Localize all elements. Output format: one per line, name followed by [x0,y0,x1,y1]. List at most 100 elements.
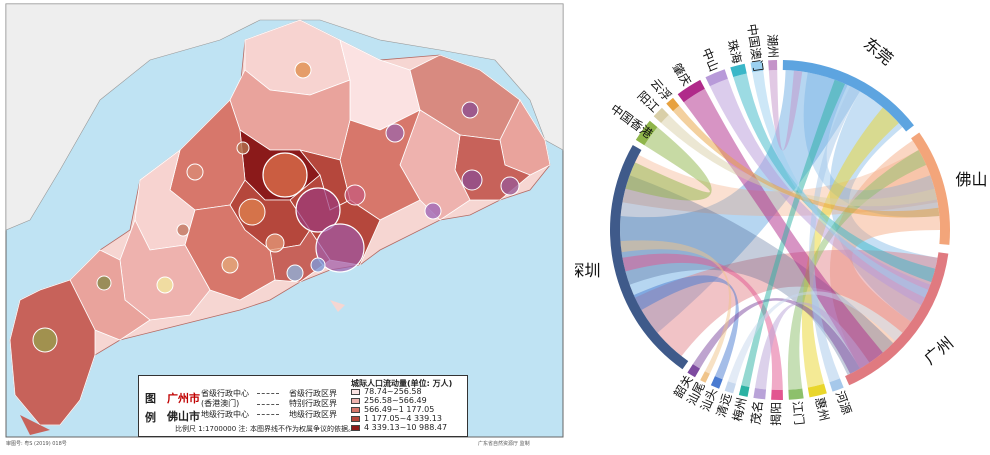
chord-arc [750,60,764,73]
chord-label: 江门 [790,400,807,425]
chord-ribbon [803,72,940,218]
chord-label: 梅州 [729,396,749,423]
chord-arc [635,120,658,146]
chord-ribbon [754,302,870,390]
legend-dash [257,393,279,394]
legend-sar: (香港澳门) [201,399,240,408]
chord-label: 潮州 [765,34,781,59]
chord-ribbon [787,150,927,390]
legend-swatch-3 [351,407,360,413]
chord-panel: 东莞 佛山 广州 河源 惠州 江门 揭阳 茂名 梅州 清远 汕头 汕尾 韶关 深圳 中国香港 阳江 云浮 肇庆 中山… [569,0,990,451]
chord-arc [710,376,723,389]
chord-arc [653,107,669,123]
flow-circle-huizhou [344,184,366,206]
chord-ribbon [768,70,803,151]
chord-arc [807,383,827,398]
chord-diagram: 东莞佛山广州河源惠州江门揭阳茂名梅州清远汕头汕尾韶关深圳中国香港阳江云浮肇庆中山… [569,23,988,426]
legend-class-2: 256.58~566.49 [364,396,427,405]
chord-arc [687,364,700,378]
legend-swatch-1 [351,389,360,395]
legend-li: 例 [145,411,156,424]
legend-swatch-4 [351,416,360,422]
chord-arc [738,385,750,397]
chord-label: 揭阳 [768,402,783,426]
legend-class-1: 78.74~256.58 [364,387,422,396]
chord-label: 肇庆 [669,60,695,88]
flow-circle-qingyuan [236,141,250,155]
island [20,415,50,435]
chord-label: 惠州 [812,396,831,423]
chord-arc [845,252,949,386]
chord-arc [768,60,778,71]
flow-circle-dongguan [295,187,341,233]
chord-arc [666,97,680,112]
chord-ribbon [741,79,846,388]
chord-arc [677,79,705,103]
chord-arc [724,381,736,394]
chord-label: 东莞 [860,34,897,69]
guangdong-map [5,3,564,438]
chord-arc [610,145,689,370]
legend-dash [257,414,279,415]
flow-circle-guangzhou [262,152,308,198]
flow-circle-zhaoqing [186,163,204,181]
chord-arc [911,132,950,245]
legend-dash [257,404,279,405]
legend-swatch-2 [351,398,360,404]
chord-label: 深圳 [575,261,601,280]
map-legend: 图 例 广州市 佛山市 省级行政中心 (香港澳门) 地级行政中心 省级行政区界 … [138,375,468,437]
chord-arc [771,389,783,401]
chord-ribbons [620,70,940,390]
legend-prov-center: 省级行政中心 [201,389,249,398]
flow-circle-zhuhai [286,264,304,282]
flow-circle-foshan [238,198,266,226]
flow-circle-zhongshan [265,233,285,253]
chord-arc [829,378,844,392]
region-zhanjiang [9,279,96,426]
chord-label: 清远 [714,392,735,419]
legend-scale: 比例尺 1:1700000 注: 本图界线不作为权属争议的依据。 [175,425,356,433]
flow-circle-jiangmen [221,256,239,274]
chord-label: 中山 [699,46,722,74]
flow-circle-hongkong [310,257,326,273]
chord-label: 河源 [833,389,854,416]
flow-circle-yangjiang [156,276,174,294]
map-publisher: 广东省自然资源厅 监制 [478,441,530,447]
legend-flow-title: 城际人口流动量(单位: 万人) [351,379,453,388]
chord-ribbon [625,127,712,201]
chord-arc [788,388,804,400]
flow-circle-meizhou [461,101,479,119]
chord-label: 茂名 [748,400,766,426]
flow-circle-shaoguan [294,61,312,79]
chord-ribbon [661,114,938,207]
legend-sar-boundary: 特别行政区界 [289,399,337,408]
flow-circle-shantou [500,176,520,196]
legend-city-foshan: 佛山市 [167,410,200,423]
chord-arc [753,388,767,400]
flow-circle-heyuan [385,123,405,143]
legend-city-guangzhou: 广州市 [167,392,200,405]
chord-label: 中国澳门 [745,23,767,73]
chord-arc [782,60,914,132]
legend-pref-center: 地级行政中心 [201,410,249,419]
flow-circle-shanwei [424,202,442,220]
legend-class-3: 566.49~1 177.05 [364,405,435,414]
flow-circle-jieyang [461,169,483,191]
legend-class-4: 1 177.05~4 339.13 [364,414,442,423]
flow-circle-zhanjiang [32,327,58,353]
chord-arc [700,371,710,383]
chord-label: 广州 [920,333,957,368]
legend-class-5: 4 339.13~10 988.47 [364,423,448,432]
flow-circle-yunfu [176,223,190,237]
chord-ribbon [683,88,883,369]
legend-pref-boundary: 地级行政区界 [289,410,337,419]
flow-circle-maoming [96,275,112,291]
map-approval-number: 审图号: 粤S (2019) 018号 [6,441,67,447]
map-panel: 图 例 广州市 佛山市 省级行政中心 (香港澳门) 地级行政中心 省级行政区界 … [5,3,564,447]
chord-ribbon [620,70,860,333]
chord-ribbon [801,107,899,388]
chord-arc [705,69,728,87]
chord-arcs [610,60,950,401]
legend-swatch-5 [351,425,360,431]
flow-circle-shenzhen [315,223,365,273]
